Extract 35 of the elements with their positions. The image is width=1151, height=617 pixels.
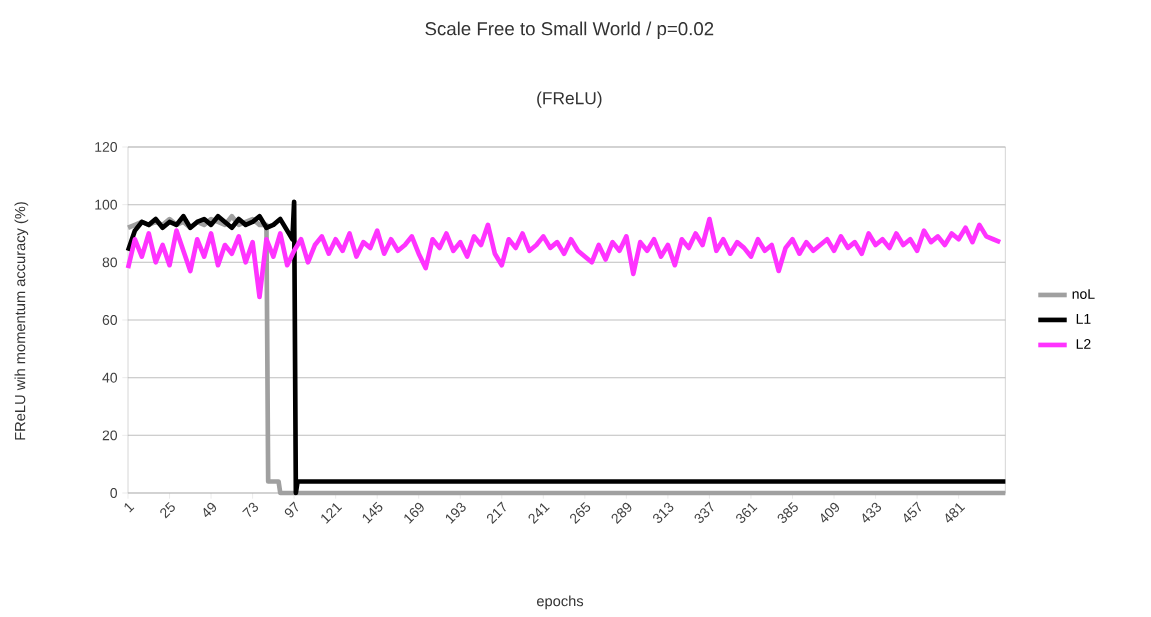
x-tick-label: 385 — [777, 501, 798, 523]
x-tick-label: 169 — [404, 502, 424, 524]
x-tick-label: 49 — [203, 502, 217, 518]
y-tick-label: 120 — [95, 142, 118, 152]
x-tick-label: 217 — [486, 501, 506, 524]
x-tick-label: 457 — [903, 501, 922, 523]
y-tick-label: 60 — [102, 315, 118, 325]
x-tick-label: 145 — [362, 501, 383, 524]
x-tick-label: 241 — [528, 503, 550, 524]
x-tick-label: 409 — [820, 502, 840, 523]
x-tick-label: 97 — [284, 501, 299, 518]
x-tick-label: 73 — [242, 502, 259, 518]
y-tick-label: 0 — [110, 488, 118, 498]
x-tick-label: 361 — [736, 503, 758, 523]
x-tick-label: 1 — [124, 503, 135, 513]
x-tick-label: 289 — [611, 502, 632, 524]
legend-label: L1 — [1076, 314, 1091, 324]
y-tick-label: 40 — [102, 372, 118, 383]
y-tick-label: 100 — [95, 199, 118, 210]
legend-label: noL — [1072, 289, 1095, 299]
x-tick-label: 313 — [653, 502, 674, 523]
x-tick-label: 337 — [694, 501, 714, 523]
x-axis-title: epochs — [536, 595, 584, 610]
x-tick-label: 433 — [862, 502, 882, 523]
x-tick-label: 481 — [945, 503, 966, 523]
y-tick-label: 80 — [102, 257, 118, 268]
x-tick-label: 265 — [570, 501, 591, 524]
legend-label: L2 — [1076, 339, 1091, 349]
chart-subtitle: (FReLU) — [537, 91, 602, 108]
y-tick-label: 20 — [102, 430, 118, 441]
x-tick-label: 121 — [321, 503, 343, 524]
chart-title: Scale Free to Small World / p=0.02 — [425, 21, 714, 40]
x-tick-label: 25 — [160, 501, 175, 519]
y-axis-title: FReLU wih momentum accuracy (%) — [14, 202, 29, 440]
x-tick-label: 193 — [445, 502, 466, 524]
